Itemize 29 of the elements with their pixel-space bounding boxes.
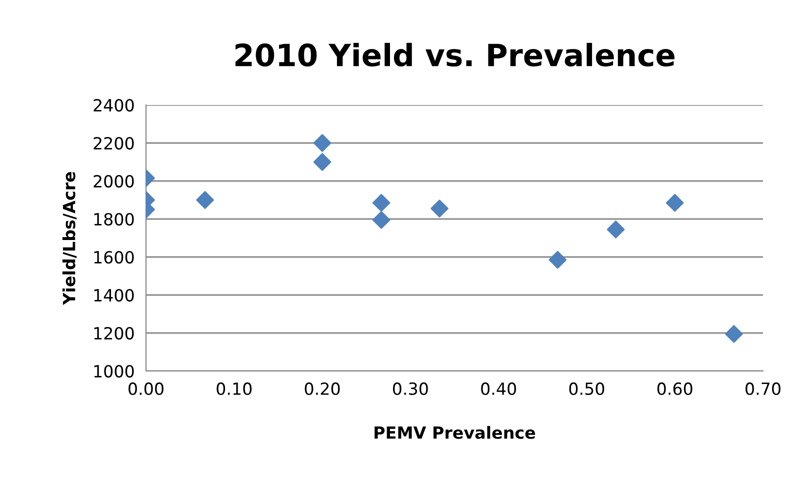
x-tick-label: 0.20 [304, 382, 340, 396]
chart-title: 2010 Yield vs. Prevalence [235, 42, 674, 67]
x-tick-label: 0.40 [481, 382, 516, 396]
x-tick-label: 0.30 [392, 382, 428, 396]
y-tick-label: 1000 [94, 364, 134, 378]
y-tick-label: 1400 [94, 288, 134, 302]
x-tick-label: 0.00 [128, 382, 164, 396]
x-tick-label: 0.10 [216, 382, 252, 396]
point [313, 153, 332, 171]
point [666, 194, 684, 212]
x-axis-title: PEMV Prevalence [374, 426, 536, 439]
y-tick-label: 1200 [94, 326, 134, 340]
point [313, 134, 332, 152]
point [725, 325, 743, 343]
point [372, 194, 390, 212]
y-axis-title: Yield/Lbs/Acre [62, 172, 77, 306]
y-tick-label: 1600 [94, 250, 134, 264]
point [372, 211, 390, 229]
point [430, 200, 448, 218]
point [548, 250, 567, 269]
y-tick-label: 2400 [94, 98, 134, 112]
x-tick-label: 0.50 [569, 382, 604, 396]
y-tick-label: 2000 [94, 174, 134, 188]
x-tick-label: 0.60 [657, 382, 692, 396]
y-tick-label: 2200 [94, 136, 134, 150]
point [606, 220, 625, 238]
x-tick-label: 0.70 [746, 382, 780, 396]
y-tick-label: 1800 [94, 212, 134, 226]
point [196, 191, 214, 209]
